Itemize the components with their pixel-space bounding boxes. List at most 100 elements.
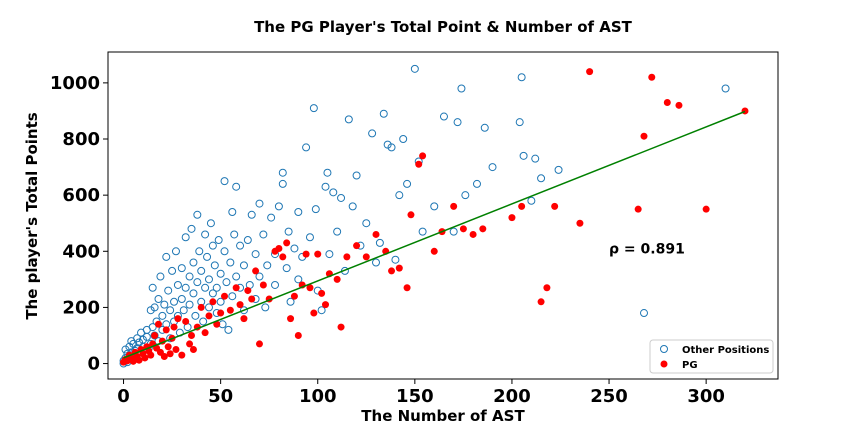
other-position-point bbox=[150, 303, 159, 312]
pg-point bbox=[741, 107, 749, 115]
other-position-point bbox=[142, 332, 151, 341]
other-position-point bbox=[344, 115, 353, 124]
other-position-point bbox=[181, 233, 190, 242]
other-position-point bbox=[177, 295, 186, 304]
y-tick-label: 1000 bbox=[50, 73, 100, 94]
other-position-point bbox=[232, 182, 241, 191]
other-position-point bbox=[391, 255, 400, 264]
other-position-point bbox=[379, 109, 388, 118]
other-position-point bbox=[267, 213, 276, 222]
other-position-point bbox=[191, 311, 200, 320]
other-position-point bbox=[170, 297, 179, 306]
pg-point bbox=[388, 267, 396, 275]
x-tick-label: 150 bbox=[396, 386, 434, 407]
pg-point bbox=[518, 202, 526, 210]
pg-point bbox=[634, 205, 642, 213]
pg-point bbox=[537, 298, 545, 306]
other-position-point bbox=[449, 227, 458, 236]
pg-point bbox=[294, 331, 302, 339]
y-tick-label: 0 bbox=[87, 354, 100, 375]
other-position-point bbox=[173, 280, 182, 289]
correlation-annotation: ρ = 0.891 bbox=[609, 241, 685, 257]
other-position-point bbox=[243, 236, 252, 245]
other-position-point bbox=[294, 207, 303, 216]
other-position-point bbox=[226, 258, 235, 267]
pg-point bbox=[232, 284, 240, 292]
other-position-point bbox=[261, 303, 270, 312]
pg-point bbox=[459, 225, 467, 233]
regression-line bbox=[123, 110, 746, 359]
pg-point bbox=[236, 301, 244, 309]
other-position-point bbox=[255, 199, 264, 208]
other-position-point bbox=[480, 123, 489, 132]
other-position-point bbox=[290, 244, 299, 253]
pg-point bbox=[226, 306, 234, 314]
pg-point bbox=[174, 315, 182, 323]
pg-point bbox=[362, 253, 370, 261]
pg-point bbox=[333, 275, 341, 283]
other-position-point bbox=[399, 135, 408, 144]
legend-label-other: Other Positions bbox=[682, 345, 769, 356]
pg-point bbox=[252, 267, 260, 275]
other-position-point bbox=[375, 238, 384, 247]
other-position-point bbox=[302, 143, 311, 152]
pg-point bbox=[279, 253, 287, 261]
other-position-point bbox=[204, 303, 213, 312]
x-axis-label: The Number of AST bbox=[361, 407, 525, 425]
pg-point bbox=[290, 292, 298, 300]
other-position-point bbox=[239, 306, 248, 315]
other-position-point bbox=[247, 210, 256, 219]
other-position-point bbox=[204, 275, 213, 284]
other-position-point bbox=[472, 179, 481, 188]
other-position-point bbox=[189, 289, 198, 298]
pg-point bbox=[322, 301, 330, 309]
y-tick-label: 600 bbox=[62, 185, 100, 206]
other-position-point bbox=[166, 306, 175, 315]
other-position-point bbox=[395, 191, 404, 200]
pg-point bbox=[586, 68, 594, 76]
other-position-point bbox=[185, 300, 194, 309]
pg-point bbox=[415, 160, 423, 168]
other-position-point bbox=[251, 250, 260, 259]
legend: Other Positions PG bbox=[649, 339, 774, 374]
other-position-point bbox=[210, 261, 219, 270]
pg-point bbox=[469, 230, 477, 238]
other-position-point bbox=[203, 252, 212, 261]
pg-point bbox=[343, 253, 351, 261]
pg-point bbox=[178, 351, 186, 359]
other-position-point bbox=[286, 297, 295, 306]
other-position-point bbox=[193, 278, 202, 287]
other-position-point bbox=[201, 230, 210, 239]
pg-point bbox=[318, 289, 326, 297]
other-position-point bbox=[439, 112, 448, 121]
other-position-point bbox=[201, 283, 210, 292]
pg-point bbox=[450, 202, 458, 210]
other-position-point bbox=[274, 202, 283, 211]
pg-point bbox=[302, 250, 310, 258]
pg-point bbox=[129, 357, 137, 365]
other-position-point bbox=[206, 219, 215, 228]
other-position-point bbox=[721, 84, 730, 93]
other-position-point bbox=[368, 129, 377, 138]
pg-point bbox=[407, 211, 415, 219]
x-tick-label: 0 bbox=[117, 386, 130, 407]
pg-point bbox=[162, 326, 170, 334]
pg-point bbox=[147, 351, 155, 359]
pg-point bbox=[154, 320, 162, 328]
pg-point bbox=[508, 214, 516, 222]
other-position-point bbox=[195, 247, 204, 256]
other-position-point bbox=[164, 286, 173, 295]
pg-point bbox=[189, 346, 197, 354]
pg-point bbox=[419, 152, 427, 160]
other-position-point bbox=[527, 196, 536, 205]
other-position-point bbox=[278, 168, 287, 177]
other-position-point bbox=[323, 168, 332, 177]
other-position-point bbox=[179, 306, 188, 315]
pg-point bbox=[306, 284, 314, 292]
other-position-point bbox=[430, 202, 439, 211]
other-position-point bbox=[230, 230, 239, 239]
other-position-point bbox=[156, 272, 165, 281]
other-position-point bbox=[177, 264, 186, 273]
pg-point bbox=[259, 281, 267, 289]
other-position-point bbox=[387, 143, 396, 152]
